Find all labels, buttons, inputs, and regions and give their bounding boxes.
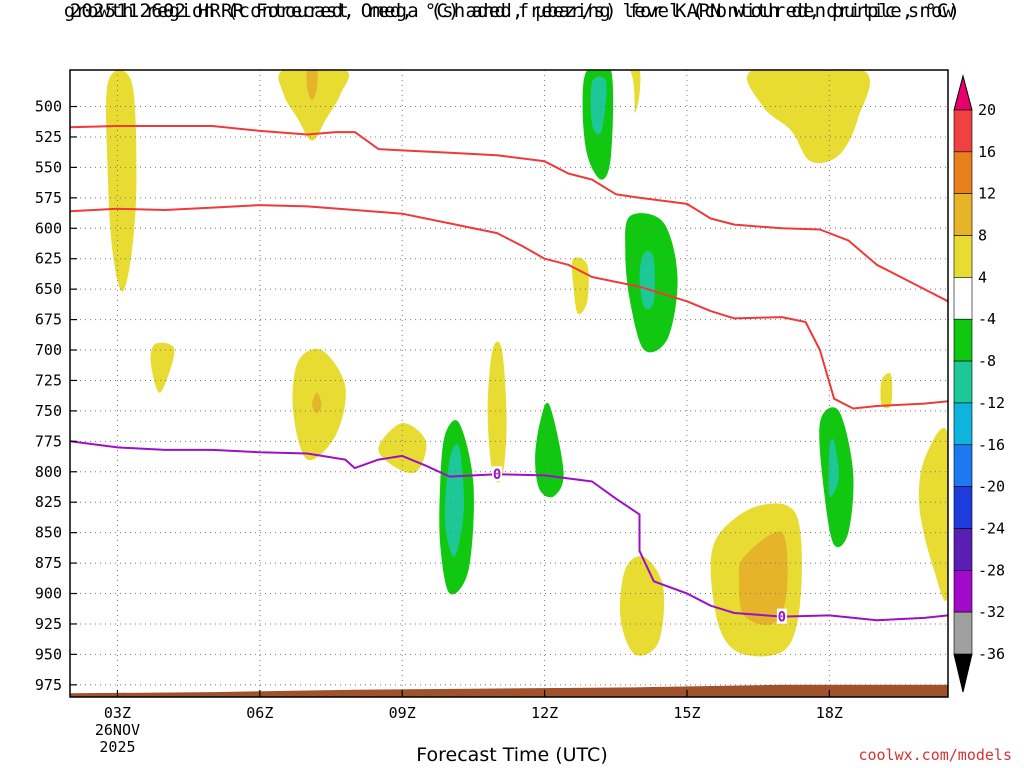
colorbar-label--12: -12: [978, 394, 1005, 412]
colorbar-segment--32: [953, 570, 973, 613]
plot-area: 0050052555057560062565067570072575077580…: [35, 69, 949, 756]
plot-frame: [69, 69, 949, 698]
colorbar-label--24: -24: [978, 519, 1005, 537]
colorbar-segment--24: [953, 486, 973, 529]
omega-region-9: [590, 76, 607, 135]
omega-region-21: [187, 464, 233, 536]
colorbar-segment--28: [953, 528, 973, 571]
colorbar-segment-8: [953, 193, 973, 236]
colorbar-label--16: -16: [978, 436, 1005, 454]
colorbar-label--28: -28: [978, 561, 1005, 579]
omega-region-33: [828, 438, 839, 498]
omega-region-13: [571, 257, 589, 315]
omega-region-15: [245, 354, 267, 426]
omega-region-12: [440, 197, 455, 290]
colorbar-label--20: -20: [978, 478, 1005, 496]
chart-title-line-2: growth region (contoured, red, °C) and f…: [63, 0, 961, 22]
y-tick-label-825: 825: [35, 493, 62, 511]
omega-region-20: [105, 458, 137, 534]
x-tick-label-18Z: 18Z: [816, 704, 843, 722]
x-axis-label: Forecast Time (UTC): [416, 744, 608, 766]
y-tick-label-550: 550: [35, 158, 62, 176]
terrain: [70, 684, 948, 697]
dgz-line-lower: [70, 204, 948, 410]
plot-inner: 00: [70, 70, 948, 697]
omega-region-1: [278, 70, 350, 141]
y-tick-label-775: 775: [35, 432, 62, 450]
omega-region-5: [746, 70, 870, 164]
x-tick-label-03Z: 03Z: [104, 704, 131, 722]
colorbar-segment-4: [953, 235, 973, 278]
omega-region-35: [918, 427, 948, 602]
y-tick-label-950: 950: [35, 645, 62, 663]
colorbar-label-12: 12: [978, 185, 996, 203]
y-tick-label-800: 800: [35, 463, 62, 481]
colorbar-top-arrow: [953, 74, 973, 111]
colorbar-segment--36: [953, 611, 973, 655]
colorbar-label-20: 20: [978, 101, 996, 119]
freezing-label-0: 0: [493, 467, 501, 483]
y-tick-label-850: 850: [35, 524, 62, 542]
credit-text: coolwx.com/models: [858, 746, 1012, 764]
x-tick-sublabel-year: 2025: [99, 738, 135, 756]
colorbar-segment--16: [953, 402, 973, 446]
omega-region-25: [535, 402, 564, 498]
omega-region-22: [240, 581, 279, 655]
y-tick-label-900: 900: [35, 585, 62, 603]
omega-region-2: [306, 70, 318, 101]
colorbar: 20 16 12 8 4 -4 -8 -12 -16 -20 -24 -28 -32 -36: [953, 74, 1005, 693]
omega-region-30: [738, 531, 788, 626]
omega-region-19: [487, 341, 507, 483]
y-tick-label-600: 600: [35, 219, 62, 237]
x-tick-label-12Z: 12Z: [531, 704, 558, 722]
colorbar-segment-12: [953, 151, 973, 194]
colorbar-label-8: 8: [978, 227, 987, 245]
colorbar-label--4: -4: [978, 310, 996, 328]
omega-region-14: [150, 342, 175, 393]
x-tick-label-09Z: 09Z: [389, 704, 416, 722]
omega-region-10: [639, 251, 655, 310]
freezing-level-line: [70, 440, 948, 622]
y-tick-label-525: 525: [35, 128, 62, 146]
y-tick-label-975: 975: [35, 676, 62, 694]
colorbar-segment-16: [953, 109, 973, 153]
freezing-label-bg-0: [492, 466, 503, 482]
y-tick-label-875: 875: [35, 554, 62, 572]
omega-region-26: [444, 444, 465, 558]
freezing-label-1: 0: [778, 610, 786, 626]
colorbar-bottom-arrow: [953, 653, 973, 693]
dgz-line-upper: [70, 125, 948, 303]
y-tick-label-700: 700: [35, 341, 62, 359]
colorbar-segment--20: [953, 444, 973, 487]
omega-region-3: [348, 70, 365, 144]
omega-region-34: [880, 372, 893, 409]
y-tick-label-625: 625: [35, 250, 62, 268]
colorbar-segment--4: [953, 277, 973, 320]
x-tick-label-06Z: 06Z: [246, 704, 273, 722]
colorbar-label--36: -36: [978, 645, 1005, 663]
x-tick-label-15Z: 15Z: [673, 704, 700, 722]
colorbar-segment--12: [953, 360, 973, 404]
y-tick-label-500: 500: [35, 98, 62, 116]
omega-region-17: [312, 392, 322, 414]
colorbar-segment--8: [953, 318, 973, 362]
y-tick-label-575: 575: [35, 189, 62, 207]
colorbar-label--32: -32: [978, 603, 1005, 621]
y-tick-label-750: 750: [35, 402, 62, 420]
colorbar-label--8: -8: [978, 352, 996, 370]
colorbar-label-16: 16: [978, 143, 996, 161]
y-tick-label-675: 675: [35, 311, 62, 329]
freezing-label-bg-1: [776, 608, 787, 624]
colorbar-label-4: 4: [978, 268, 987, 286]
y-tick-label-725: 725: [35, 371, 62, 389]
y-tick-label-650: 650: [35, 280, 62, 298]
omega-region-11: [293, 223, 322, 271]
chart-title-line-1: 2025112602 HRRR Forecast Omega (shaded, …: [69, 0, 955, 22]
x-tick-sublabel-date: 26NOV: [95, 721, 140, 739]
omega-region-28: [619, 556, 665, 656]
y-tick-label-925: 925: [35, 615, 62, 633]
